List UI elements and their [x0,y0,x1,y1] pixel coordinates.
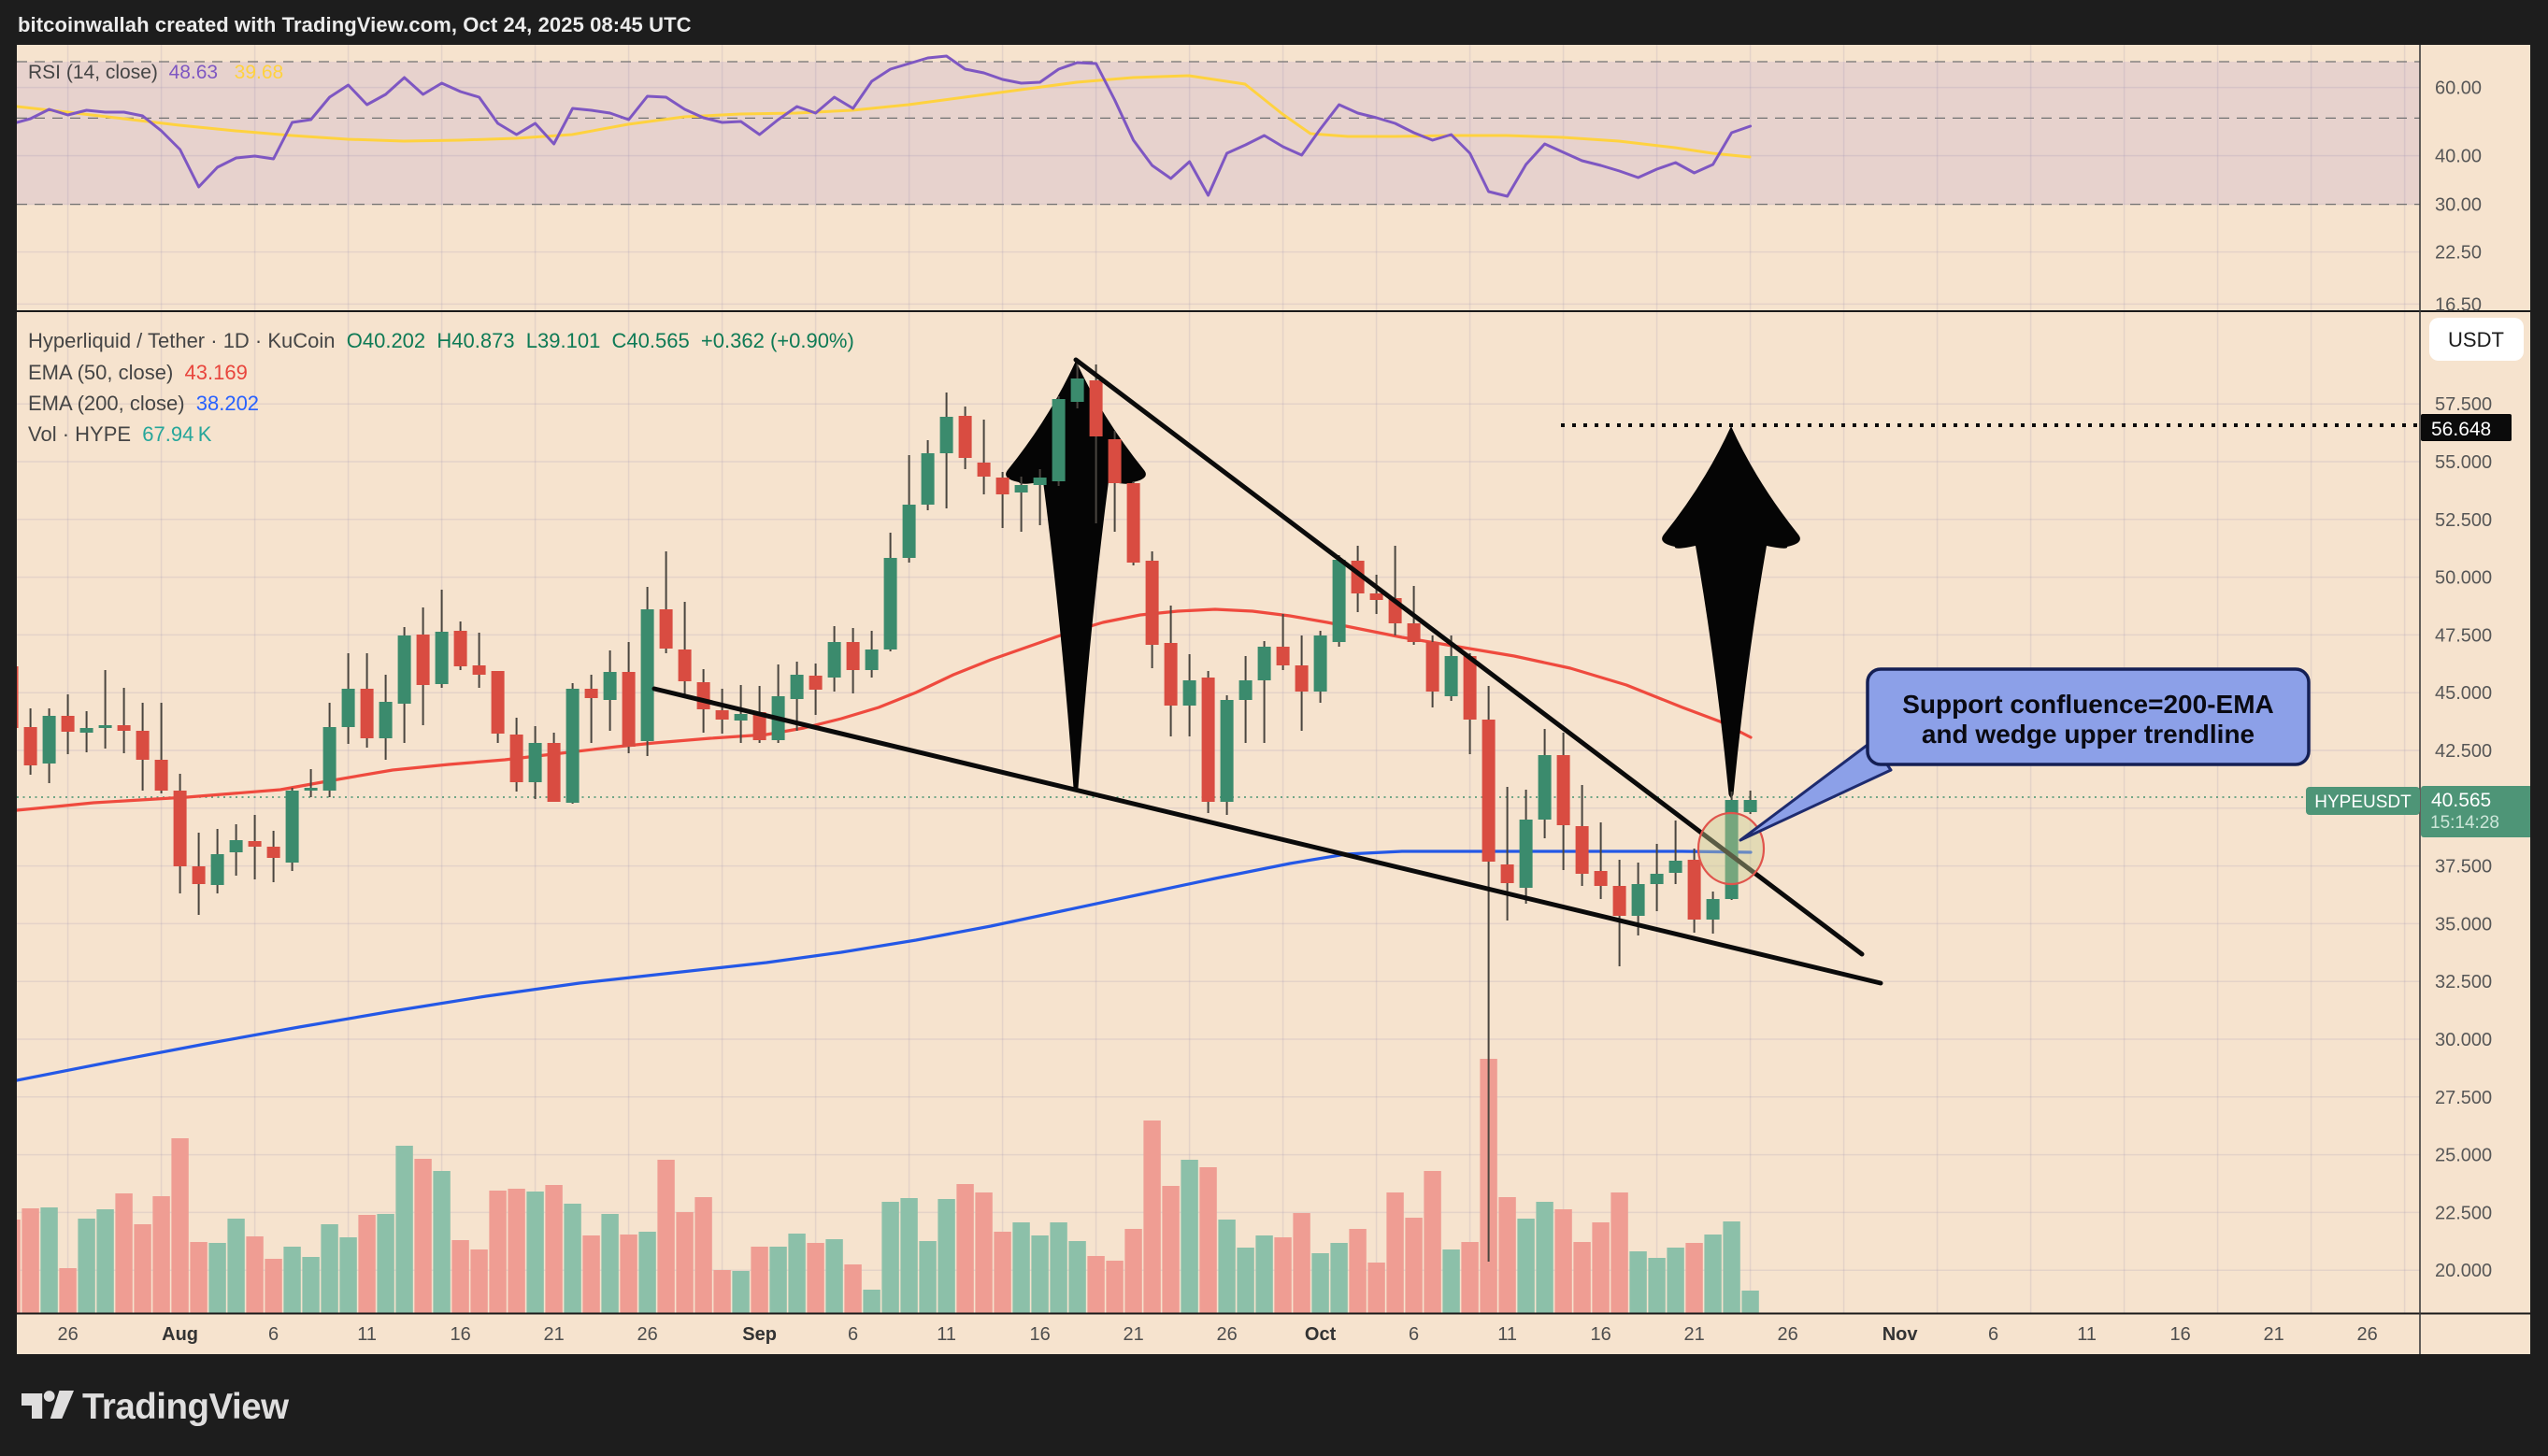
svg-text:11: 11 [937,1324,956,1345]
svg-text:16: 16 [1590,1324,1610,1345]
svg-text:20.000: 20.000 [2435,1261,2492,1281]
svg-text:Nov: Nov [1882,1324,1919,1345]
svg-text:6: 6 [268,1324,279,1345]
svg-text:EMA (50, close) 43.169: EMA (50, close) 43.169 [28,361,248,384]
svg-text:60.00: 60.00 [2435,79,2482,99]
svg-text:40.00: 40.00 [2435,147,2482,167]
svg-text:11: 11 [357,1324,377,1345]
svg-text:42.500: 42.500 [2435,741,2492,762]
svg-text:47.500: 47.500 [2435,625,2492,646]
svg-text:Support confluence=200-EMA: Support confluence=200-EMA [1902,690,2274,719]
svg-text:and wedge upper trendline: and wedge upper trendline [1922,720,2255,749]
svg-text:21: 21 [2263,1324,2283,1345]
svg-text:22.50: 22.50 [2435,243,2482,264]
svg-text:Aug: Aug [162,1324,198,1345]
svg-text:57.500: 57.500 [2435,394,2492,415]
svg-text:32.500: 32.500 [2435,972,2492,992]
svg-text:16: 16 [2169,1324,2190,1345]
svg-text:30.000: 30.000 [2435,1030,2492,1050]
svg-text:16: 16 [450,1324,470,1345]
svg-text:26: 26 [637,1324,657,1345]
svg-text:6: 6 [1409,1324,1419,1345]
svg-text:HYPEUSDT: HYPEUSDT [2314,792,2412,812]
svg-text:USDT: USDT [2448,328,2504,351]
svg-text:55.000: 55.000 [2435,452,2492,473]
svg-text:Sep: Sep [742,1324,777,1345]
svg-text:52.500: 52.500 [2435,510,2492,531]
svg-text:15:14:28: 15:14:28 [2430,813,2499,833]
svg-text:Vol · HYPE 67.94 K: Vol · HYPE 67.94 K [28,422,212,446]
svg-text:11: 11 [1497,1324,1517,1345]
svg-text:26: 26 [1777,1324,1797,1345]
svg-text:37.500: 37.500 [2435,857,2492,878]
svg-text:26: 26 [57,1324,78,1345]
svg-text:50.000: 50.000 [2435,568,2492,589]
svg-text:11: 11 [2077,1324,2097,1345]
svg-text:EMA (200, close) 38.202: EMA (200, close) 38.202 [28,392,259,415]
svg-text:21: 21 [1683,1324,1704,1345]
svg-text:6: 6 [848,1324,858,1345]
svg-text:TradingView: TradingView [82,1387,290,1427]
svg-text:30.00: 30.00 [2435,195,2482,216]
svg-text:RSI (14, close) 48.63 39.68: RSI (14, close) 48.63 39.68 [28,62,283,83]
svg-text:27.500: 27.500 [2435,1088,2492,1108]
svg-text:21: 21 [1123,1324,1143,1345]
svg-text:16.50: 16.50 [2435,294,2482,315]
svg-text:21: 21 [543,1324,564,1345]
svg-text:35.000: 35.000 [2435,914,2492,935]
svg-text:45.000: 45.000 [2435,683,2492,704]
svg-text:Oct: Oct [1305,1324,1337,1345]
svg-text:26: 26 [2356,1324,2377,1345]
svg-text:25.000: 25.000 [2435,1146,2492,1166]
svg-text:6: 6 [1988,1324,1998,1345]
svg-text:Hyperliquid / Tether · 1D · Ku: Hyperliquid / Tether · 1D · KuCoin O40.2… [28,329,854,352]
svg-text:16: 16 [1029,1324,1050,1345]
svg-text:56.648: 56.648 [2431,419,2491,440]
svg-text:26: 26 [1216,1324,1237,1345]
svg-text:22.500: 22.500 [2435,1203,2492,1223]
svg-text:40.565: 40.565 [2431,790,2491,811]
